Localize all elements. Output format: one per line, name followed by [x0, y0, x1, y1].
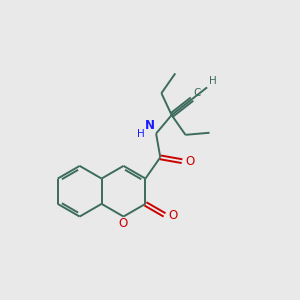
- Text: N: N: [145, 119, 155, 132]
- Text: H: H: [137, 129, 145, 139]
- Text: O: O: [119, 217, 128, 230]
- Text: O: O: [186, 155, 195, 168]
- Text: C: C: [194, 88, 201, 98]
- Text: H: H: [209, 76, 217, 86]
- Text: O: O: [168, 209, 177, 222]
